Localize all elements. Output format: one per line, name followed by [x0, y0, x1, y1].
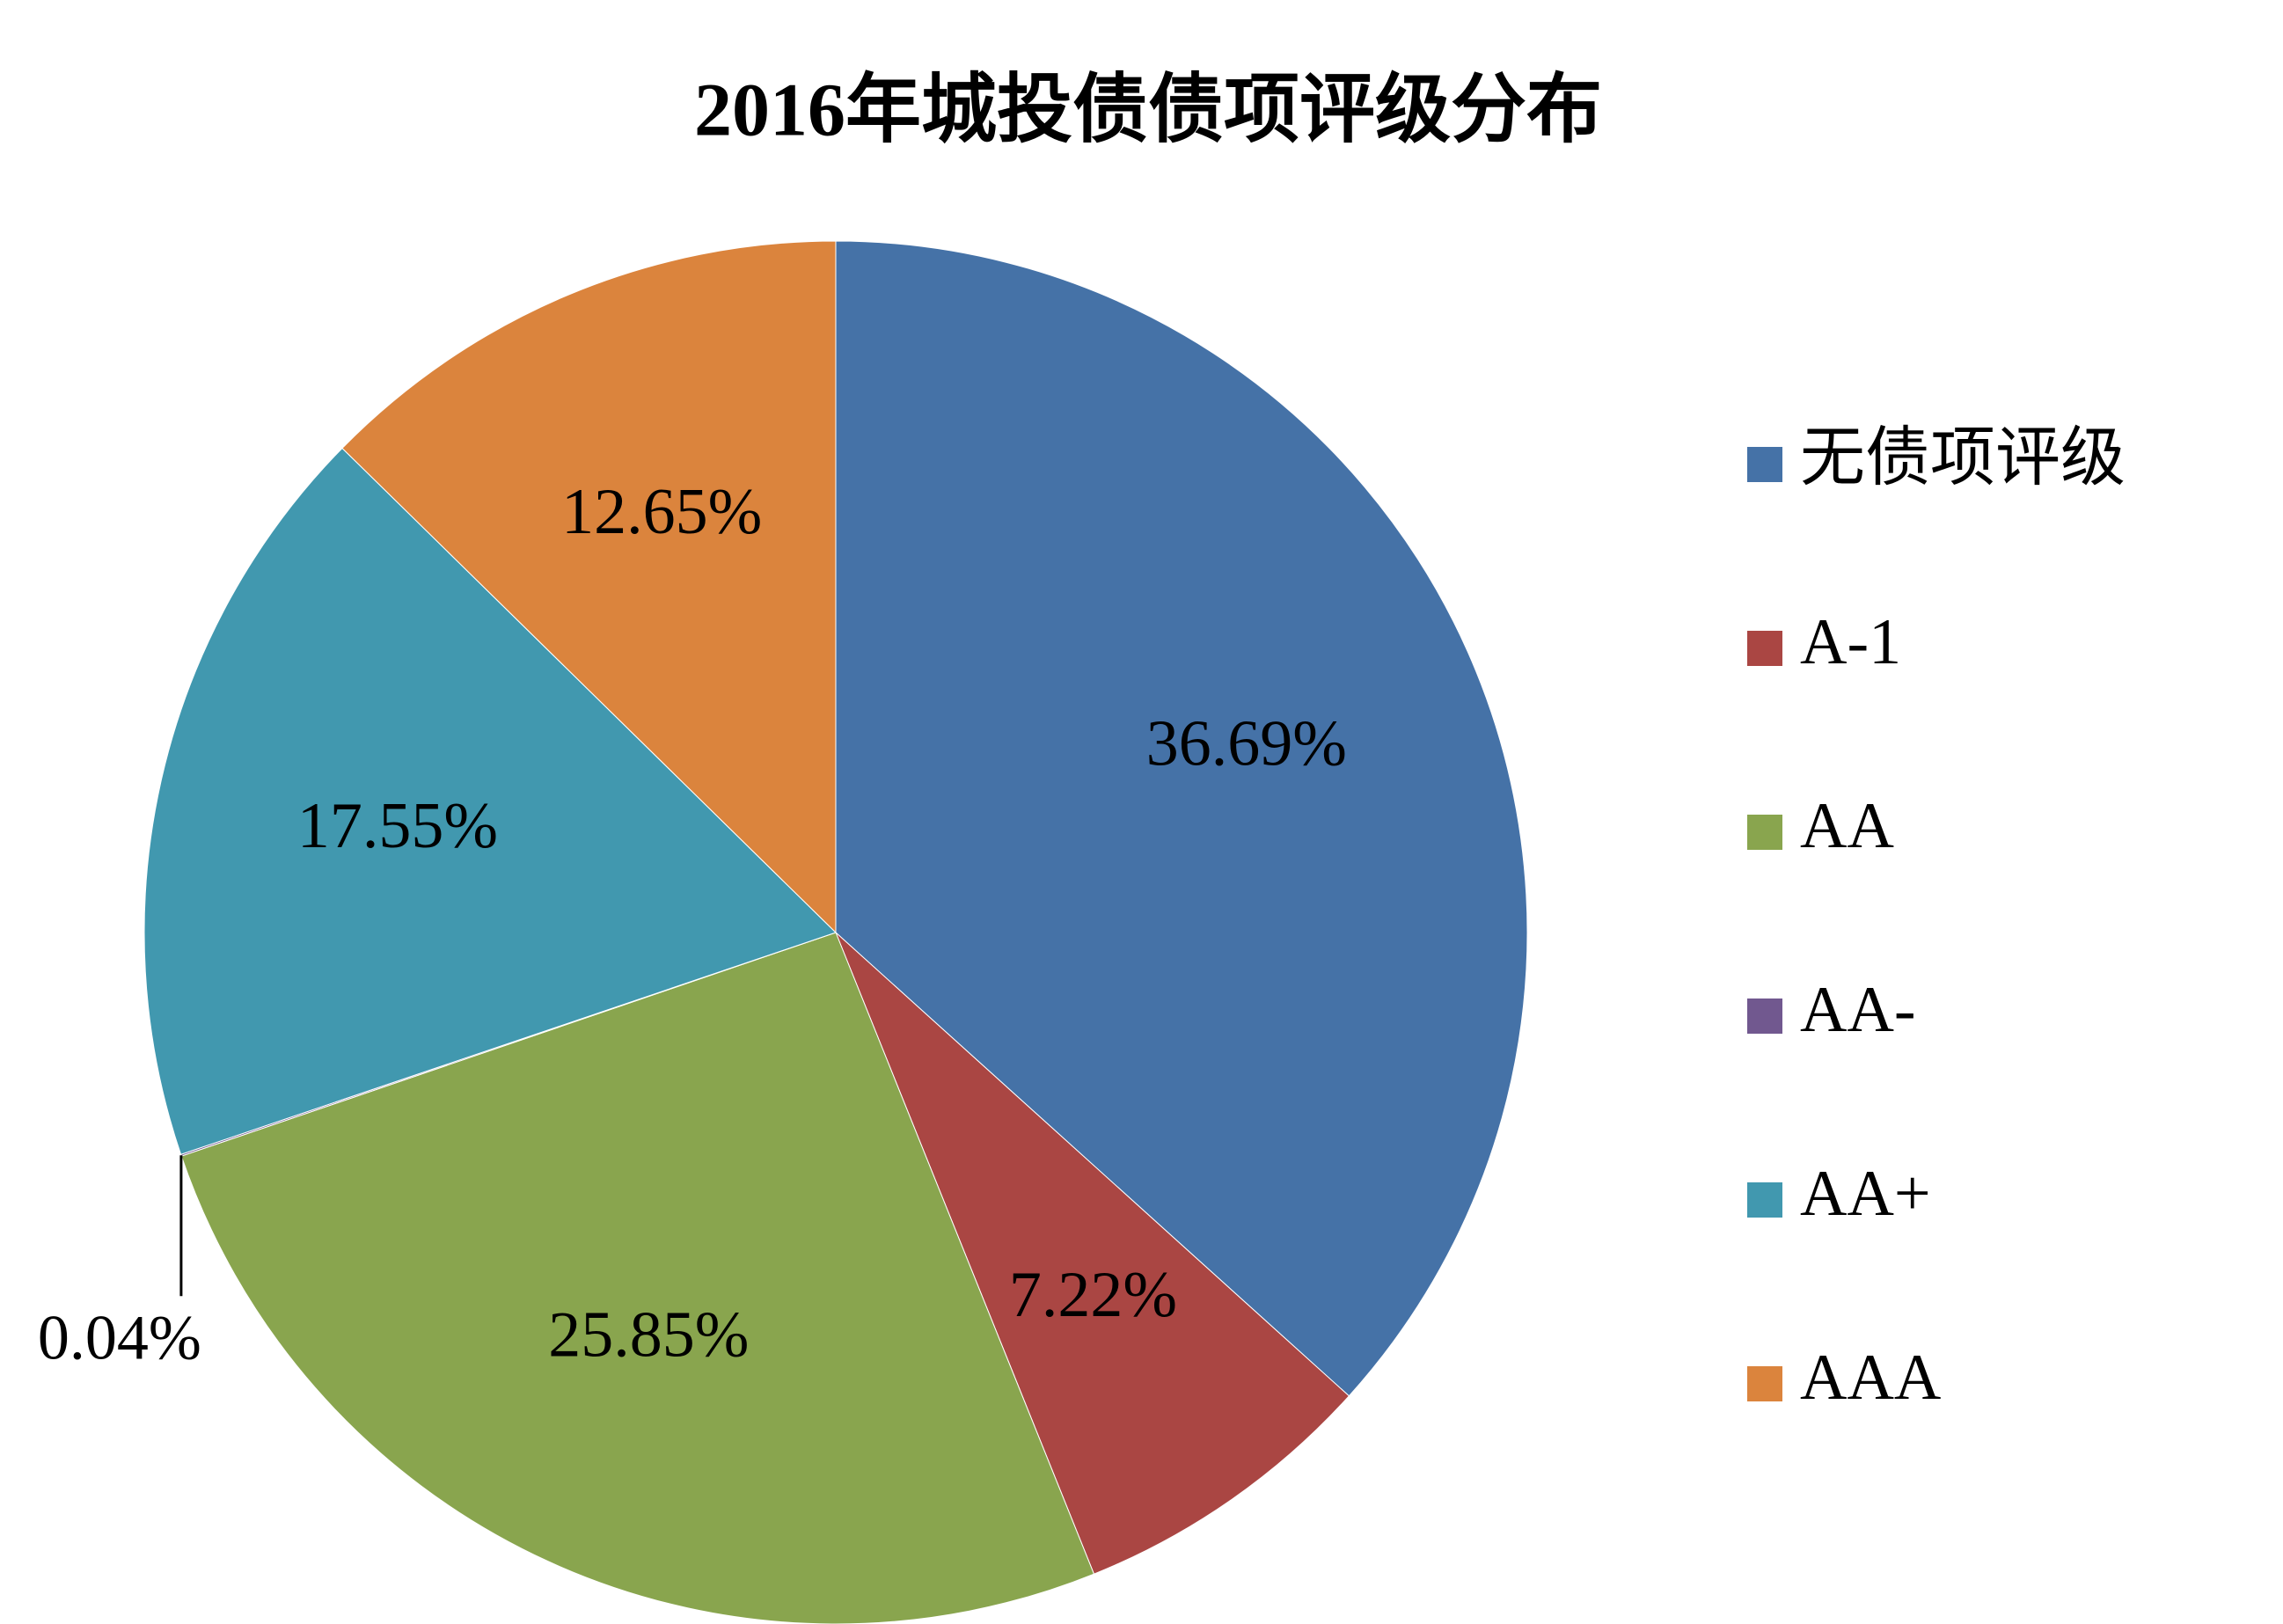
data-label: 12.65% — [561, 476, 762, 548]
legend-label: A-1 — [1800, 606, 1901, 678]
pie-slice — [180, 932, 1095, 1624]
legend-swatch — [1747, 631, 1782, 666]
pie-slice — [835, 240, 1528, 1397]
pie-slice — [143, 447, 837, 1155]
pie-slice — [835, 932, 1350, 1575]
legend-swatch — [1747, 999, 1782, 1034]
data-label: 17.55% — [297, 790, 498, 862]
legend-swatch — [1747, 447, 1782, 482]
chart-title: 2016年城投债债项评级分布 — [694, 68, 1602, 152]
legend-label: AA- — [1800, 974, 1916, 1046]
legend-swatch — [1747, 1366, 1782, 1401]
data-label: 36.69% — [1146, 708, 1347, 780]
legend-label: AA — [1800, 790, 1894, 862]
legend-swatch — [1747, 1182, 1782, 1218]
data-label: 0.04% — [38, 1303, 201, 1373]
legend-label: 无债项评级 — [1800, 422, 2126, 494]
legend-swatch — [1747, 815, 1782, 850]
pie-slice — [341, 240, 837, 934]
data-label: 7.22% — [1009, 1259, 1177, 1331]
legend-label: AA+ — [1800, 1158, 1931, 1230]
data-label: 25.85% — [548, 1298, 749, 1371]
legend-label: AAA — [1800, 1342, 1941, 1414]
